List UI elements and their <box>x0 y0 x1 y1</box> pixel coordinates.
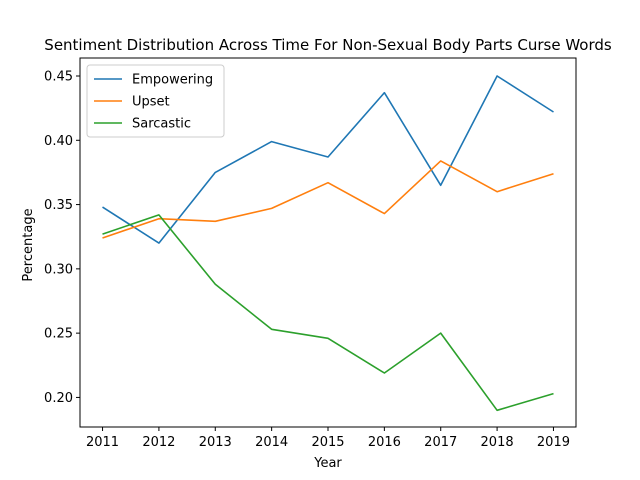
x-tick-label: 2017 <box>424 435 457 450</box>
series-line-upset <box>102 160 554 239</box>
legend-label: Upset <box>132 95 170 110</box>
x-tick-label: 2015 <box>311 435 344 450</box>
plot-area: 2011 2012 2013 2014 2015 2016 2017 2018 2019 0.20… <box>44 57 577 450</box>
x-tick-label: 2018 <box>481 435 514 450</box>
x-tick-label: 2012 <box>142 435 175 450</box>
legend-label: Sarcastic <box>132 117 191 132</box>
y-tick-label: 0.30 <box>44 262 73 277</box>
x-tick-label: 2013 <box>199 435 232 450</box>
x-tick-label: 2019 <box>537 435 570 450</box>
y-tick-label: 0.45 <box>44 70 73 85</box>
x-tick-label: 2014 <box>255 435 288 450</box>
y-tick-label: 0.20 <box>44 391 73 406</box>
y-tick-label: 0.35 <box>44 198 73 213</box>
y-tick-label: 0.40 <box>44 134 73 149</box>
x-tick-label: 2011 <box>86 435 119 450</box>
legend-label: Empowering <box>132 73 213 88</box>
x-axis-title: Year <box>313 456 342 471</box>
y-tick-label: 0.25 <box>44 327 73 342</box>
legend-box <box>86 64 225 138</box>
chart-title: Sentiment Distribution Across Time For N… <box>44 36 612 54</box>
legend: Empowering Upset Sarcastic <box>86 64 225 138</box>
x-tick-label: 2016 <box>368 435 401 450</box>
y-axis-title: Percentage <box>21 208 36 281</box>
series-line-sarcastic <box>102 214 554 412</box>
